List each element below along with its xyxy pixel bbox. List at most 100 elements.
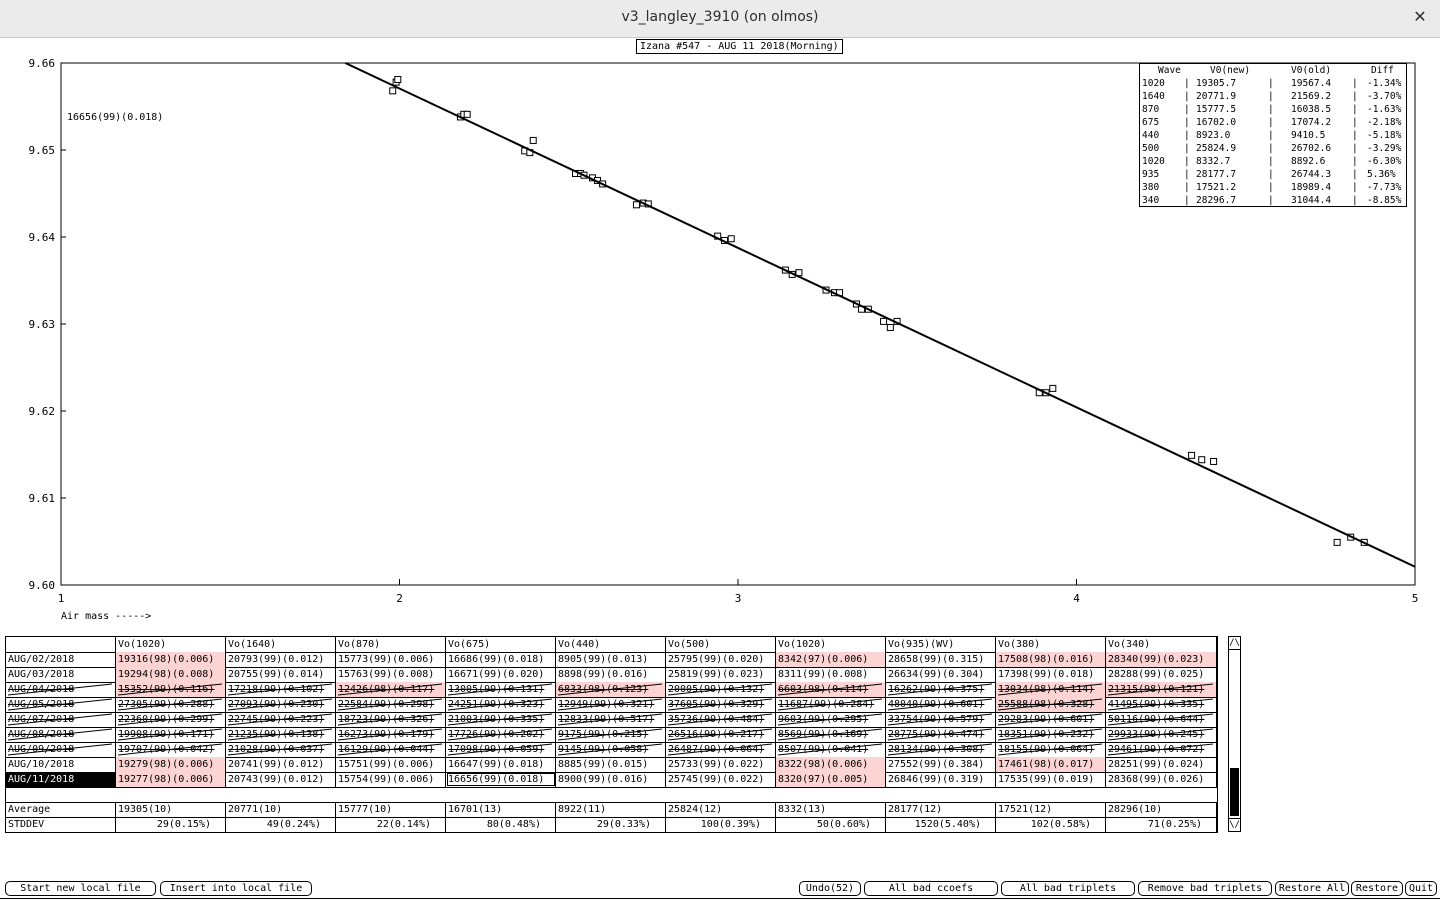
insert-into-local-file-button[interactable]: Insert into local file <box>160 881 312 896</box>
grid-value-cell[interactable]: 29933(99)(0.245) <box>1106 727 1217 742</box>
grid-value-cell[interactable]: 25733(99)(0.022) <box>666 757 776 772</box>
grid-date-cell[interactable]: AUG/05/2018 <box>6 697 116 712</box>
grid-value-cell[interactable]: 20743(99)(0.012) <box>226 772 336 787</box>
grid-value-cell[interactable]: 21235(99)(0.138) <box>226 727 336 742</box>
grid-value-cell[interactable]: 6603(98)(0.114) <box>776 682 886 697</box>
grid-value-cell[interactable]: 17098(99)(0.059) <box>446 742 556 757</box>
grid-value-cell[interactable]: 15754(99)(0.006) <box>336 772 446 787</box>
grid-value-cell[interactable]: 17398(99)(0.018) <box>996 667 1106 682</box>
grid-value-cell[interactable]: 16273(99)(0.179) <box>336 727 446 742</box>
grid-value-cell[interactable]: 28775(99)(0.474) <box>886 727 996 742</box>
restore-all-button[interactable]: Restore All <box>1275 881 1349 896</box>
grid-value-cell[interactable]: 33754(99)(0.579) <box>886 712 996 727</box>
data-point[interactable] <box>1210 457 1218 465</box>
grid-value-cell[interactable]: 24251(99)(0.323) <box>446 697 556 712</box>
grid-value-cell[interactable]: 29461(99)(0.072) <box>1106 742 1217 757</box>
remove-bad-triplets-button[interactable]: Remove bad triplets <box>1138 881 1272 896</box>
grid-value-cell[interactable]: 13005(99)(0.131) <box>446 682 556 697</box>
grid-value-cell[interactable]: 9145(99)(0.058) <box>556 742 666 757</box>
langley-plot[interactable]: 9.60 9.61 9.62 9.63 9.64 9.65 9.66 1 2 3 4 5 <box>0 38 1440 638</box>
grid-value-cell[interactable]: 28368(99)(0.026) <box>1106 772 1217 787</box>
grid-value-cell[interactable]: 8569(99)(0.169) <box>776 727 886 742</box>
grid-value-cell[interactable]: 20793(99)(0.012) <box>226 652 336 667</box>
grid-value-cell[interactable]: 41495(99)(0.335) <box>1106 697 1217 712</box>
grid-value-cell[interactable]: 8342(97)(0.006) <box>776 652 886 667</box>
data-point[interactable] <box>389 87 397 95</box>
grid-value-cell[interactable]: 8311(99)(0.008) <box>776 667 886 682</box>
grid-value-cell[interactable]: 26487(99)(0.064) <box>666 742 776 757</box>
grid-value-cell[interactable]: 20755(99)(0.014) <box>226 667 336 682</box>
grid-value-cell[interactable]: 12833(99)(0.517) <box>556 712 666 727</box>
grid-value-cell[interactable]: 50116(99)(0.644) <box>1106 712 1217 727</box>
grid-date-cell[interactable]: AUG/10/2018 <box>6 757 116 772</box>
grid-value-cell[interactable]: 16262(99)(0.375) <box>886 682 996 697</box>
start-new-local-file-button[interactable]: Start new local file <box>5 881 156 896</box>
grid-value-cell[interactable]: 8898(99)(0.016) <box>556 667 666 682</box>
grid-date-cell[interactable]: AUG/02/2018 <box>6 652 116 667</box>
grid-value-cell[interactable]: 16656(99)(0.018) <box>446 772 556 787</box>
grid-scrollbar[interactable]: /\ \/ <box>1228 636 1241 832</box>
grid-value-cell[interactable]: 18351(99)(0.232) <box>996 727 1106 742</box>
data-point[interactable] <box>727 235 735 243</box>
grid-value-cell[interactable]: 15773(99)(0.006) <box>336 652 446 667</box>
grid-value-cell[interactable]: 13034(98)(0.114) <box>996 682 1106 697</box>
grid-value-cell[interactable]: 25819(99)(0.023) <box>666 667 776 682</box>
data-point[interactable] <box>463 110 471 118</box>
grid-value-cell[interactable]: 19316(98)(0.006) <box>116 652 226 667</box>
grid-value-cell[interactable]: 35736(99)(0.484) <box>666 712 776 727</box>
grid-value-cell[interactable]: 9603(99)(0.295) <box>776 712 886 727</box>
grid-date-cell[interactable]: AUG/03/2018 <box>6 667 116 682</box>
grid-value-cell[interactable]: 27552(99)(0.384) <box>886 757 996 772</box>
grid-value-cell[interactable]: 8905(99)(0.013) <box>556 652 666 667</box>
grid-value-cell[interactable]: 20005(99)(0.132) <box>666 682 776 697</box>
grid-value-cell[interactable]: 19294(98)(0.008) <box>116 667 226 682</box>
grid-date-cell[interactable]: AUG/09/2018 <box>6 742 116 757</box>
grid-value-cell[interactable]: 17726(99)(0.202) <box>446 727 556 742</box>
grid-value-cell[interactable]: 11687(99)(0.284) <box>776 697 886 712</box>
grid-value-cell[interactable]: 8320(97)(0.005) <box>776 772 886 787</box>
data-point[interactable] <box>394 76 402 84</box>
grid-date-cell[interactable]: AUG/07/2018 <box>6 712 116 727</box>
grid-value-cell[interactable]: 22360(99)(0.299) <box>116 712 226 727</box>
quit-button[interactable]: Quit <box>1405 881 1437 896</box>
data-point[interactable] <box>529 136 537 144</box>
grid-value-cell[interactable]: 12949(99)(0.321) <box>556 697 666 712</box>
grid-value-cell[interactable]: 12426(98)(0.117) <box>336 682 446 697</box>
grid-value-cell[interactable]: 20741(99)(0.012) <box>226 757 336 772</box>
grid-value-cell[interactable]: 8885(99)(0.015) <box>556 757 666 772</box>
grid-value-cell[interactable]: 27093(99)(0.230) <box>226 697 336 712</box>
data-point[interactable] <box>886 323 894 331</box>
grid-value-cell[interactable]: 48040(99)(0.601) <box>886 697 996 712</box>
grid-value-cell[interactable]: 18723(99)(0.326) <box>336 712 446 727</box>
grid-value-cell[interactable]: 25795(99)(0.020) <box>666 652 776 667</box>
data-point[interactable] <box>880 317 888 325</box>
grid-value-cell[interactable]: 22584(99)(0.298) <box>336 697 446 712</box>
grid-value-cell[interactable]: 25745(99)(0.022) <box>666 772 776 787</box>
grid-value-cell[interactable]: 15352(99)(0.116) <box>116 682 226 697</box>
grid-value-cell[interactable]: 17461(98)(0.017) <box>996 757 1106 772</box>
grid-value-cell[interactable]: 17535(99)(0.019) <box>996 772 1106 787</box>
grid-value-cell[interactable]: 22745(99)(0.223) <box>226 712 336 727</box>
grid-date-cell[interactable]: AUG/08/2018 <box>6 727 116 742</box>
grid-value-cell[interactable]: 18155(99)(0.064) <box>996 742 1106 757</box>
undo-button[interactable]: Undo(52) <box>799 881 861 896</box>
grid-value-cell[interactable]: 8900(99)(0.016) <box>556 772 666 787</box>
grid-value-cell[interactable]: 15751(99)(0.006) <box>336 757 446 772</box>
data-point[interactable] <box>632 201 640 209</box>
grid-value-cell[interactable]: 26634(99)(0.304) <box>886 667 996 682</box>
grid-value-cell[interactable]: 17218(99)(0.102) <box>226 682 336 697</box>
data-point[interactable] <box>1188 451 1196 459</box>
grid-value-cell[interactable]: 21315(98)(0.121) <box>1106 682 1217 697</box>
scroll-down-arrow-icon[interactable]: \/ <box>1229 818 1240 830</box>
grid-value-cell[interactable]: 21028(99)(0.037) <box>226 742 336 757</box>
grid-value-cell[interactable]: 19908(99)(0.171) <box>116 727 226 742</box>
grid-value-cell[interactable]: 21003(99)(0.335) <box>446 712 556 727</box>
grid-value-cell[interactable]: 6833(98)(0.123) <box>556 682 666 697</box>
grid-value-cell[interactable]: 28134(99)(0.308) <box>886 742 996 757</box>
grid-value-cell[interactable]: 19707(99)(0.042) <box>116 742 226 757</box>
grid-value-cell[interactable]: 29283(99)(0.601) <box>996 712 1106 727</box>
data-point[interactable] <box>1333 538 1341 546</box>
grid-value-cell[interactable]: 28340(99)(0.023) <box>1106 652 1217 667</box>
grid-value-cell[interactable]: 26846(99)(0.319) <box>886 772 996 787</box>
grid-value-cell[interactable]: 28288(99)(0.025) <box>1106 667 1217 682</box>
